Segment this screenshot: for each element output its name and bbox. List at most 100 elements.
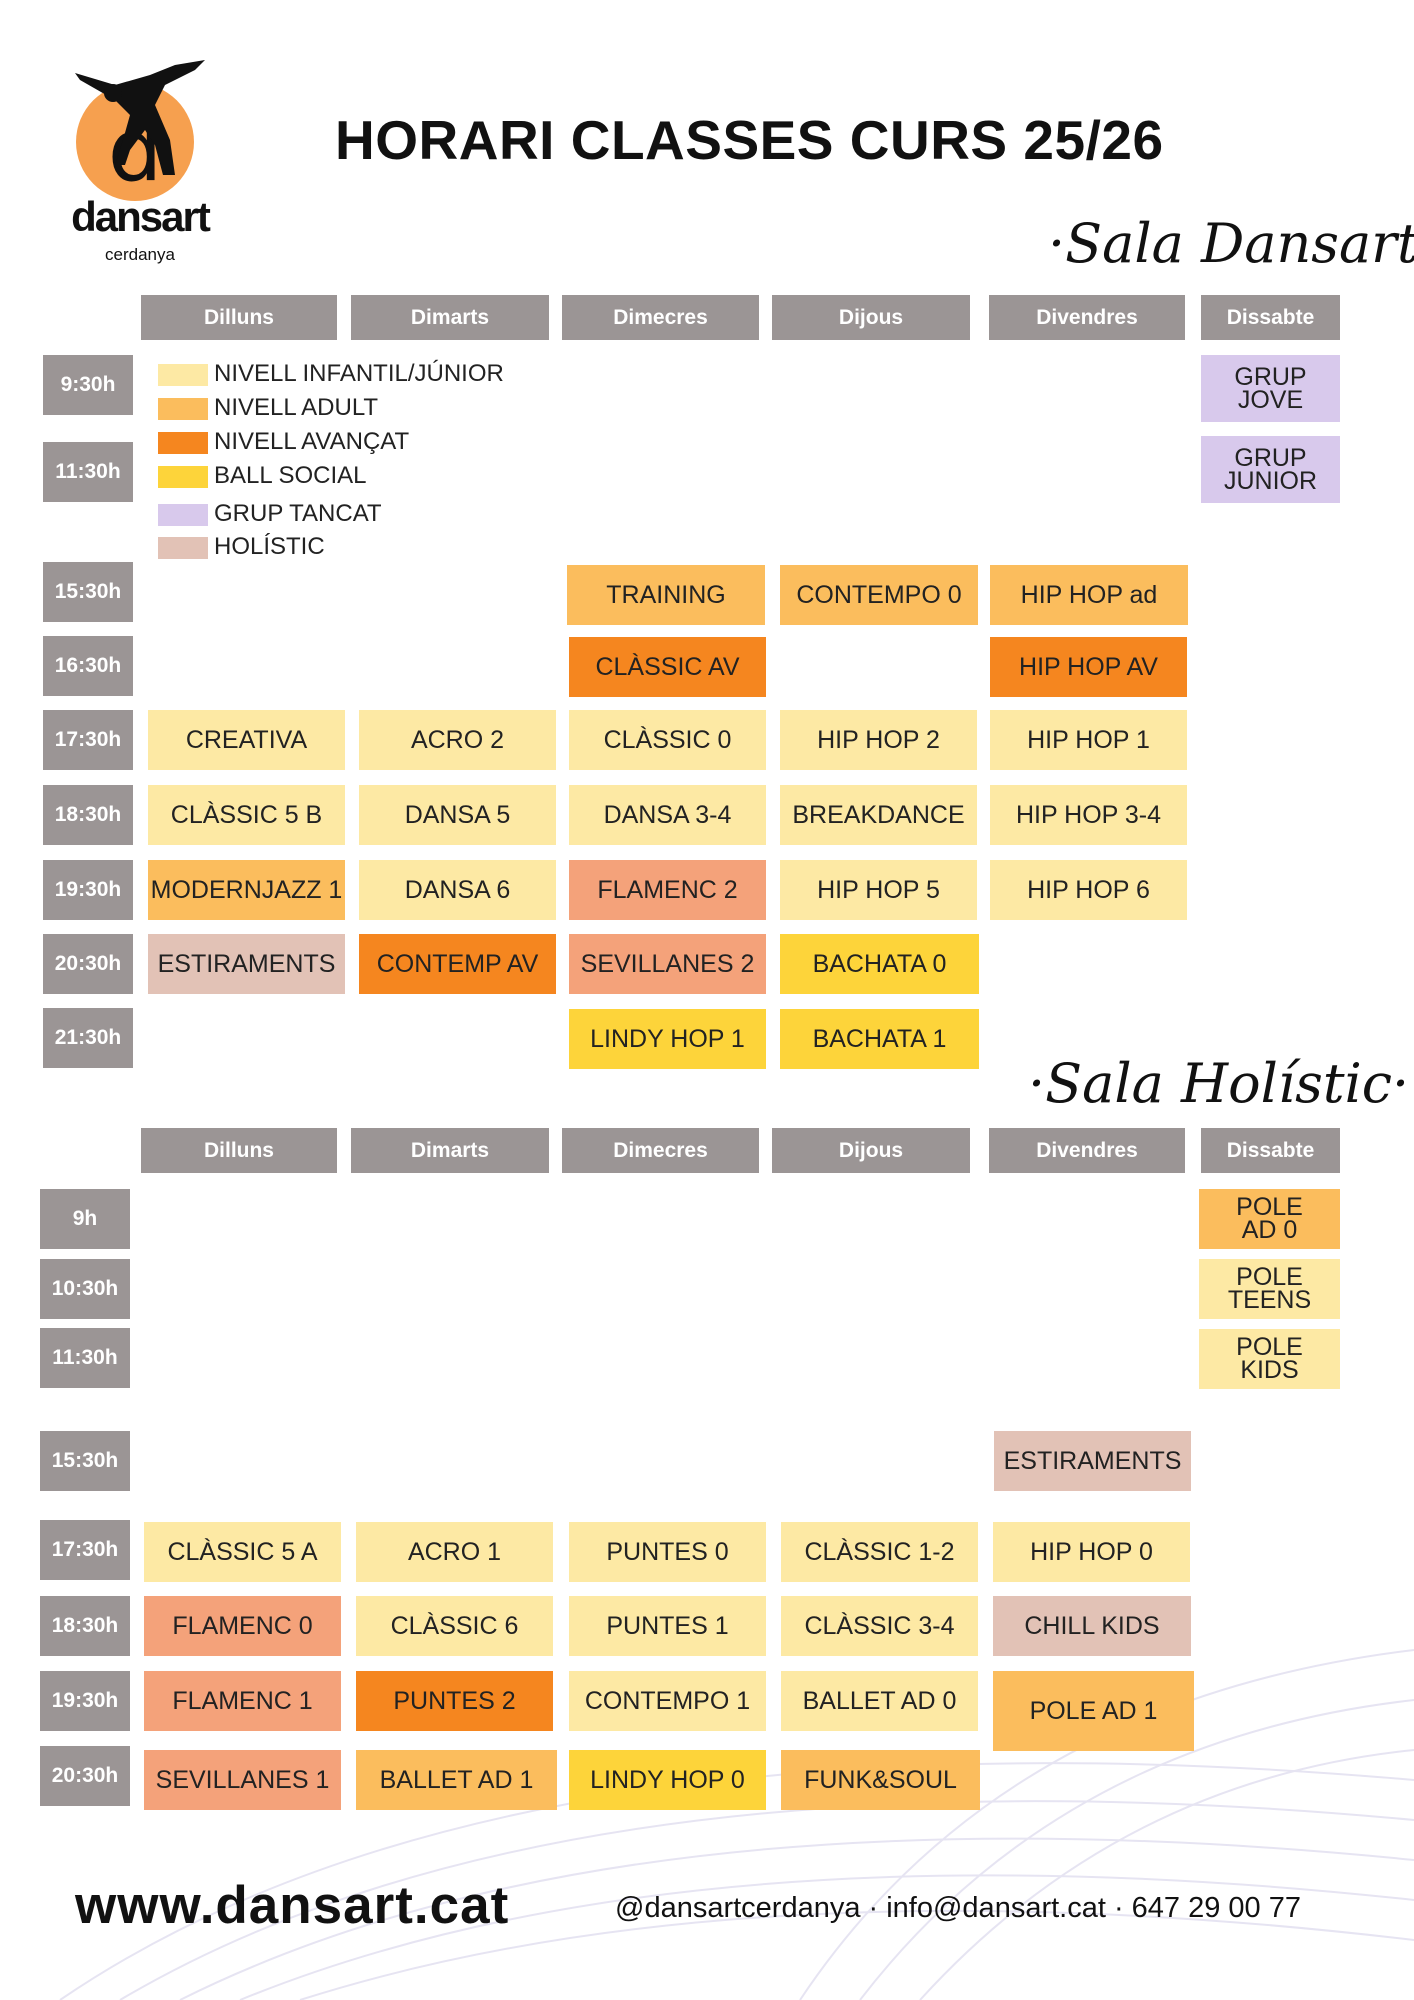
class-cell: CLÀSSIC 0 [569,710,766,770]
class-cell: FLAMENC 0 [144,1596,341,1656]
day-header-dilluns: Dilluns [141,1128,337,1173]
class-cell: BALLET AD 0 [781,1671,978,1731]
logo-wordmark: dansart [71,193,211,240]
time-label: 15:30h [40,1431,130,1491]
time-label: 19:30h [43,860,133,920]
class-cell: HIP HOP 0 [993,1522,1190,1582]
time-label: 11:30h [40,1328,130,1388]
class-cell: TRAINING [567,565,765,625]
legend-label: BALL SOCIAL [214,462,367,489]
legend-swatch-holistic [158,537,208,559]
day-header-dissabte: Dissabte [1201,1128,1340,1173]
sala-dansart-title: ·Sala Dansart· [1048,212,1414,275]
class-cell: FLAMENC 1 [144,1671,341,1731]
class-cell: CLÀSSIC 1-2 [781,1522,978,1582]
class-cell: HIP HOP 5 [780,860,977,920]
class-cell: CHILL KIDS [993,1596,1191,1656]
class-line: JUNIOR [1223,466,1318,495]
class-cell: CLÀSSIC 5 B [148,785,345,845]
class-cell: FLAMENC 2 [569,860,766,920]
logo-subtitle: cerdanya [105,245,175,264]
class-cell: CLÀSSIC 3-4 [781,1596,978,1656]
class-cell: GRUP JOVE [1201,355,1340,422]
time-label: 18:30h [43,785,133,845]
legend-label: NIVELL ADULT [214,394,379,421]
day-header-dimarts: Dimarts [351,1128,549,1173]
time-label: 16:30h [43,636,133,696]
legend-swatch-avancat [158,432,208,454]
time-label: 9h [40,1189,130,1249]
class-cell: LINDY HOP 0 [569,1750,766,1810]
legend-label: NIVELL INFANTIL/JÚNIOR [214,360,504,387]
class-cell: BALLET AD 1 [356,1750,557,1810]
class-line: POLE [1236,1263,1303,1291]
sala-holistic-title: ·Sala Holístic· [1028,1052,1410,1115]
class-cell: HIP HOP 1 [990,710,1187,770]
time-label: 18:30h [40,1596,130,1656]
class-cell: BACHATA 1 [780,1009,979,1069]
class-cell: CONTEMPO 1 [569,1671,766,1731]
class-cell: GRUP JUNIOR [1201,436,1340,503]
legend-label: GRUP TANCAT [214,500,382,527]
class-line: POLE [1236,1193,1303,1221]
legend-swatch-adult [158,398,208,420]
legend-label: NIVELL AVANÇAT [214,428,410,455]
class-cell: HIP HOP AV [990,637,1187,697]
class-cell: SEVILLANES 1 [144,1750,341,1810]
legend-label: HOLÍSTIC [214,533,325,560]
class-cell: CLÀSSIC AV [569,637,766,697]
dancer-logo-icon: d [75,60,205,201]
class-cell: MODERNJAZZ 1 [148,860,345,920]
class-line: JOVE [1237,385,1304,414]
time-label: 20:30h [43,934,133,994]
class-cell: ACRO 1 [356,1522,553,1582]
time-label: 17:30h [43,710,133,770]
class-cell: ESTIRAMENTS [994,1431,1191,1491]
class-cell: CONTEMPO 0 [780,565,978,625]
time-label: 10:30h [40,1259,130,1319]
day-header-divendres: Divendres [989,1128,1185,1173]
class-line: KIDS [1240,1356,1299,1384]
time-label: 11:30h [43,442,133,502]
page-title: HORARI CLASSES CURS 25/26 [335,109,1164,171]
day-header-dimecres: Dimecres [562,295,759,340]
class-line: GRUP [1234,443,1307,472]
class-cell: POLE AD 1 [993,1671,1194,1751]
class-line: TEENS [1227,1286,1312,1314]
time-label: 15:30h [43,562,133,622]
class-cell: DANSA 6 [359,860,556,920]
class-cell: POLE KIDS [1199,1329,1340,1389]
class-cell: SEVILLANES 2 [569,934,766,994]
class-cell: HIP HOP ad [990,565,1188,625]
legend-swatch-tancat [158,504,208,526]
dansart-logo: d dansart cerdanya [55,45,225,270]
day-header-dimarts: Dimarts [351,295,549,340]
class-cell: CLÀSSIC 6 [356,1596,553,1656]
time-label: 9:30h [43,355,133,415]
class-cell: PUNTES 2 [356,1671,553,1731]
class-cell: ESTIRAMENTS [148,934,345,994]
time-label: 19:30h [40,1671,130,1731]
website-link[interactable]: www.dansart.cat [75,1876,510,1935]
time-label: 21:30h [43,1008,133,1068]
class-cell: LINDY HOP 1 [569,1009,766,1069]
day-header-divendres: Divendres [989,295,1185,340]
day-header-dijous: Dijous [772,295,970,340]
class-cell: DANSA 3-4 [569,785,766,845]
class-cell: PUNTES 1 [569,1596,766,1656]
class-cell: CLÀSSIC 5 A [144,1522,341,1582]
class-cell: HIP HOP 2 [780,710,977,770]
legend-swatch-infantil [158,364,208,386]
time-label: 20:30h [40,1746,130,1806]
class-cell: HIP HOP 3-4 [990,785,1187,845]
time-label: 17:30h [40,1520,130,1580]
class-cell: CONTEMP AV [359,934,556,994]
day-header-dijous: Dijous [772,1128,970,1173]
class-cell: PUNTES 0 [569,1522,766,1582]
day-header-dimecres: Dimecres [562,1128,759,1173]
day-header-dissabte: Dissabte [1201,295,1340,340]
day-header-dilluns: Dilluns [141,295,337,340]
class-cell: CREATIVA [148,710,345,770]
class-cell: ACRO 2 [359,710,556,770]
